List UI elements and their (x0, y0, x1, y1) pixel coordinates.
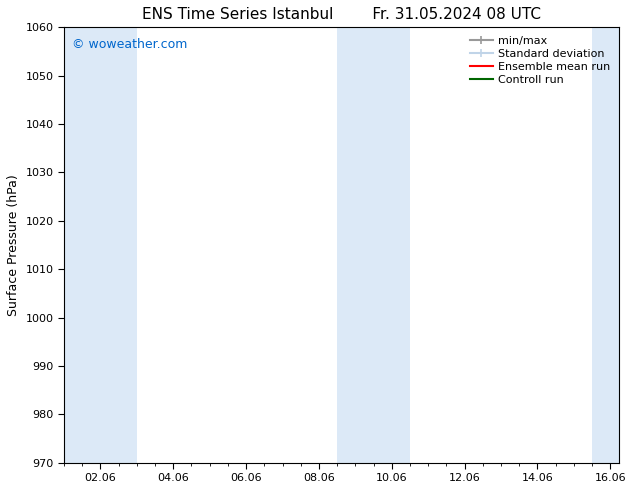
Y-axis label: Surface Pressure (hPa): Surface Pressure (hPa) (7, 174, 20, 316)
Title: ENS Time Series Istanbul        Fr. 31.05.2024 08 UTC: ENS Time Series Istanbul Fr. 31.05.2024 … (142, 7, 541, 22)
Bar (337, 27, 410, 463)
Legend: min/max, Standard deviation, Ensemble mean run, Controll run: min/max, Standard deviation, Ensemble me… (466, 32, 615, 89)
Text: © woweather.com: © woweather.com (72, 38, 188, 51)
Bar (64, 27, 137, 463)
Bar (592, 27, 619, 463)
